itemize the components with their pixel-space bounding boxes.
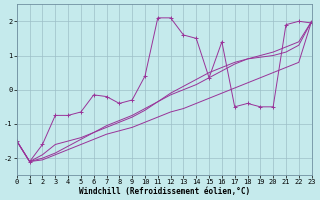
X-axis label: Windchill (Refroidissement éolien,°C): Windchill (Refroidissement éolien,°C) [79,187,250,196]
